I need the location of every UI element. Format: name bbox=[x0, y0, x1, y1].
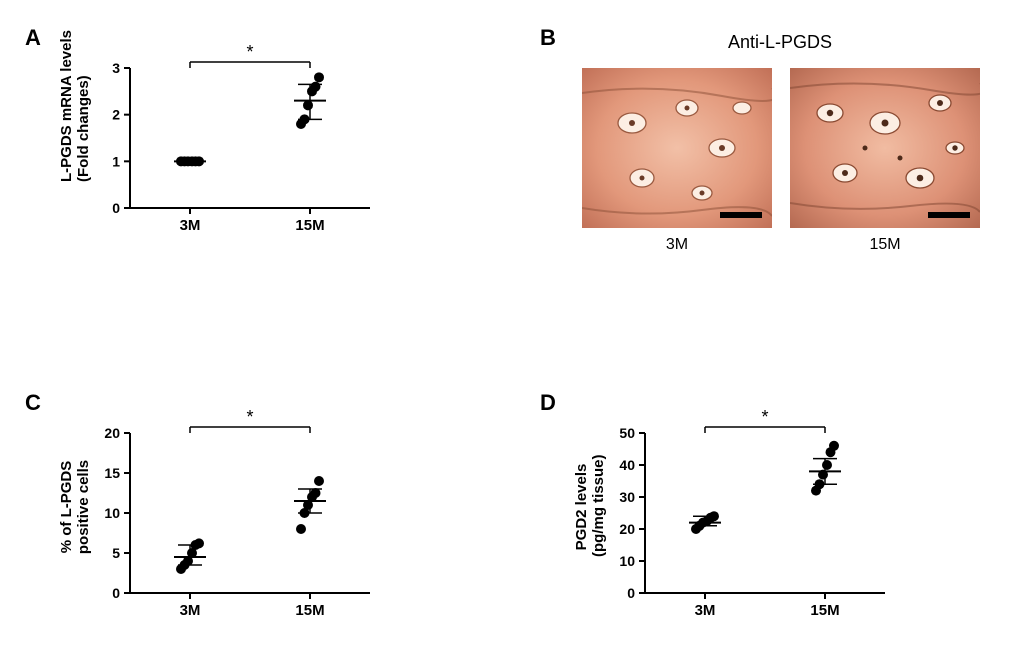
svg-text:15M: 15M bbox=[810, 602, 839, 619]
svg-text:*: * bbox=[761, 407, 768, 427]
panel-d-ylabel: PGD2 levels (pg/mg tissue) bbox=[573, 457, 607, 557]
panel-c-ylabel: % of L-PGDS positive cells bbox=[58, 457, 92, 557]
scalebar-3m bbox=[720, 212, 762, 218]
svg-text:15M: 15M bbox=[295, 602, 324, 619]
panel-b-title: Anti-L-PGDS bbox=[580, 32, 980, 53]
svg-text:10: 10 bbox=[104, 505, 120, 521]
svg-text:15M: 15M bbox=[295, 217, 324, 234]
svg-text:0: 0 bbox=[112, 200, 120, 216]
panel-label-b: B bbox=[540, 25, 556, 51]
svg-text:3M: 3M bbox=[180, 602, 201, 619]
svg-text:*: * bbox=[246, 42, 253, 62]
svg-text:1: 1 bbox=[112, 153, 120, 169]
panel-a-ylabel: L-PGDS mRNA levels (Fold changes) bbox=[58, 82, 92, 182]
svg-text:*: * bbox=[246, 407, 253, 427]
panel-b-label-15m: 15M bbox=[790, 236, 980, 254]
panel-label-a: A bbox=[25, 25, 41, 51]
panel-b-image-3m bbox=[582, 68, 772, 228]
svg-text:3M: 3M bbox=[180, 217, 201, 234]
svg-text:5: 5 bbox=[112, 545, 120, 561]
svg-text:2: 2 bbox=[112, 107, 120, 123]
panel-b-label-3m: 3M bbox=[582, 236, 772, 254]
panel-label-d: D bbox=[540, 390, 556, 416]
svg-text:3M: 3M bbox=[695, 602, 716, 619]
svg-text:10: 10 bbox=[619, 553, 635, 569]
svg-text:20: 20 bbox=[619, 521, 635, 537]
panel-d-chart: PGD2 levels (pg/mg tissue) 010203040503M… bbox=[595, 405, 895, 625]
svg-text:20: 20 bbox=[104, 425, 120, 441]
svg-text:30: 30 bbox=[619, 489, 635, 505]
svg-text:15: 15 bbox=[104, 465, 120, 481]
svg-text:50: 50 bbox=[619, 425, 635, 441]
scalebar-15m bbox=[928, 212, 970, 218]
panel-label-c: C bbox=[25, 390, 41, 416]
panel-c-chart: % of L-PGDS positive cells 051015203M15M… bbox=[80, 405, 380, 625]
panel-b-image-15m bbox=[790, 68, 980, 228]
svg-text:0: 0 bbox=[627, 585, 635, 601]
figure: A L-PGDS mRNA levels (Fold changes) 0 1 2 3… bbox=[20, 20, 1000, 642]
panel-a-chart: L-PGDS mRNA levels (Fold changes) 01233M… bbox=[80, 40, 380, 240]
svg-text:0: 0 bbox=[112, 585, 120, 601]
svg-text:40: 40 bbox=[619, 457, 635, 473]
svg-text:3: 3 bbox=[112, 60, 120, 76]
